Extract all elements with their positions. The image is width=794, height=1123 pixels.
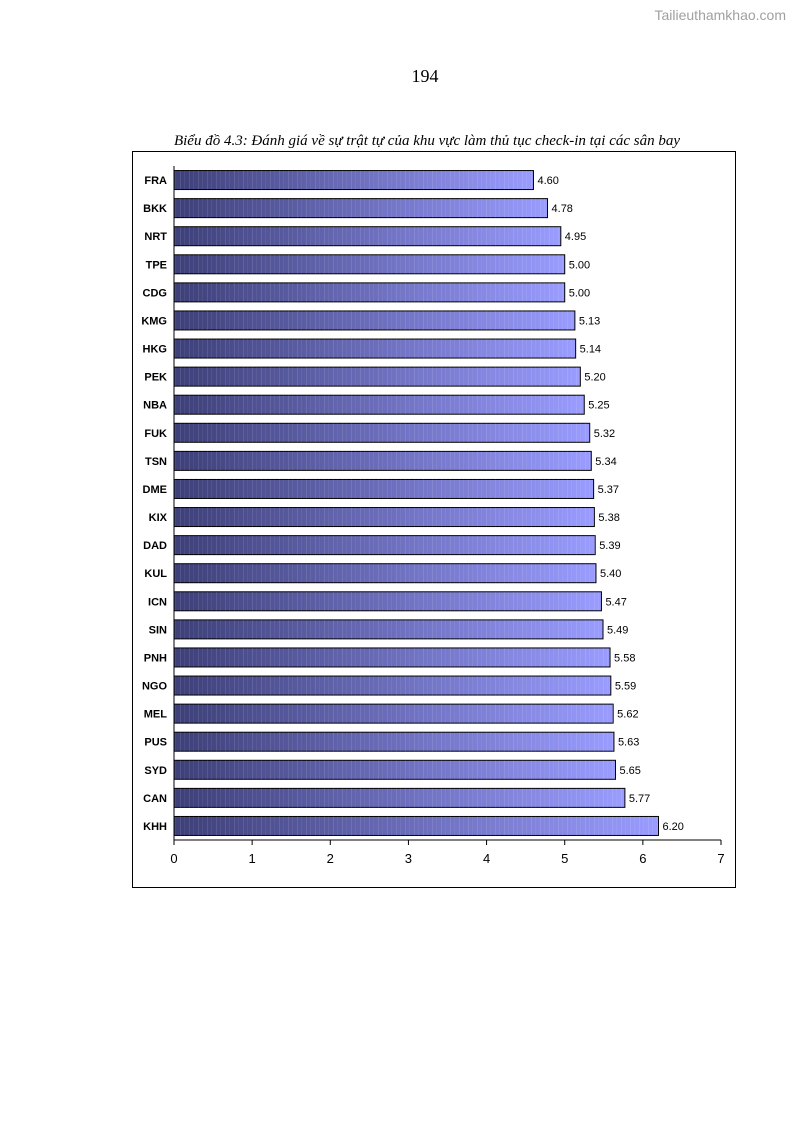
value-label: 5.58 xyxy=(614,652,635,664)
category-label: FUK xyxy=(144,428,167,440)
category-label: DME xyxy=(143,484,167,496)
value-label: 6.20 xyxy=(662,821,683,833)
category-label: KUL xyxy=(144,568,167,580)
category-label: CDG xyxy=(143,287,167,299)
value-label: 5.47 xyxy=(605,596,626,608)
category-label: DAD xyxy=(143,540,167,552)
category-label: CAN xyxy=(143,793,167,805)
category-label: PEK xyxy=(144,372,167,384)
category-label: FRA xyxy=(144,175,167,187)
value-label: 5.62 xyxy=(617,709,638,721)
value-label: 5.40 xyxy=(600,568,621,580)
bar-ngo xyxy=(173,675,612,696)
bar-dad xyxy=(173,535,596,556)
value-label: 5.00 xyxy=(569,259,590,271)
bar-pnh xyxy=(173,647,611,668)
x-tick-label: 6 xyxy=(639,851,646,866)
bar-kix xyxy=(173,507,595,528)
value-label: 5.49 xyxy=(607,624,628,636)
bar-mel xyxy=(173,703,614,724)
value-label: 5.63 xyxy=(618,737,639,749)
value-label: 5.65 xyxy=(620,765,641,777)
x-tick-label: 4 xyxy=(483,851,490,866)
value-label: 5.77 xyxy=(629,793,650,805)
bar-icn xyxy=(173,591,602,612)
value-label: 4.78 xyxy=(552,203,573,215)
value-label: 5.13 xyxy=(579,315,600,327)
chart-caption: Biểu đồ 4.3: Đánh giá về sự trật tự của … xyxy=(173,133,681,149)
value-label: 4.95 xyxy=(565,231,586,243)
value-label: 5.34 xyxy=(595,456,616,468)
bar-sin xyxy=(173,619,604,640)
bar-pus xyxy=(173,731,615,752)
bar-tsn xyxy=(173,450,592,471)
bar-tpe xyxy=(173,254,566,275)
value-label: 5.25 xyxy=(588,400,609,412)
x-tick-label: 0 xyxy=(170,851,177,866)
bar-cdg xyxy=(173,282,566,303)
value-label: 5.59 xyxy=(615,681,636,693)
bar-can xyxy=(173,787,626,808)
chart-frame: FRA 4.60 BKK 4.78 NRT 4.95 TPE 5.00 CDG 5.00 KMG 5.… xyxy=(132,151,736,888)
bar-syd xyxy=(173,759,617,780)
x-tick-label: 1 xyxy=(249,851,256,866)
x-tick-label: 3 xyxy=(405,851,412,866)
x-tick-label: 2 xyxy=(327,851,334,866)
category-label: TPE xyxy=(146,259,167,271)
bar-bkk xyxy=(173,198,549,219)
bar-hkg xyxy=(173,338,577,359)
bar-chart: FRA 4.60 BKK 4.78 NRT 4.95 TPE 5.00 CDG 5.00 KMG 5.… xyxy=(141,166,725,866)
category-label: PUS xyxy=(144,737,167,749)
category-label: NGO xyxy=(142,681,168,693)
page-number: 194 xyxy=(411,66,439,86)
category-label: KIX xyxy=(149,512,168,524)
bar-khh xyxy=(173,815,659,836)
bar-dme xyxy=(173,478,595,499)
value-label: 5.14 xyxy=(580,344,601,356)
category-label: ICN xyxy=(148,596,167,608)
category-label: BKK xyxy=(143,203,167,215)
value-label: 5.38 xyxy=(598,512,619,524)
category-label: NRT xyxy=(144,231,167,243)
value-label: 5.39 xyxy=(599,540,620,552)
bar-nba xyxy=(173,394,585,415)
category-label: KHH xyxy=(143,821,167,833)
x-tick-label: 5 xyxy=(561,851,568,866)
category-label: PNH xyxy=(144,652,167,664)
category-label: NBA xyxy=(143,400,167,412)
value-label: 5.00 xyxy=(569,287,590,299)
x-tick-label: 7 xyxy=(717,851,724,866)
category-label: HKG xyxy=(143,344,167,356)
bar-nrt xyxy=(173,226,562,247)
bar-kmg xyxy=(173,310,576,331)
value-label: 5.20 xyxy=(584,372,605,384)
watermark: Tailieuthamkhao.com xyxy=(654,7,786,23)
value-label: 5.32 xyxy=(594,428,615,440)
category-label: MEL xyxy=(144,709,168,721)
value-label: 4.60 xyxy=(537,175,558,187)
category-label: TSN xyxy=(145,456,167,468)
bar-pek xyxy=(173,366,581,387)
category-label: SYD xyxy=(144,765,167,777)
bar-kul xyxy=(173,563,597,584)
value-label: 5.37 xyxy=(598,484,619,496)
bar-fuk xyxy=(173,422,591,443)
bar-fra xyxy=(173,170,534,191)
category-label: SIN xyxy=(149,624,167,636)
category-label: KMG xyxy=(141,315,167,327)
